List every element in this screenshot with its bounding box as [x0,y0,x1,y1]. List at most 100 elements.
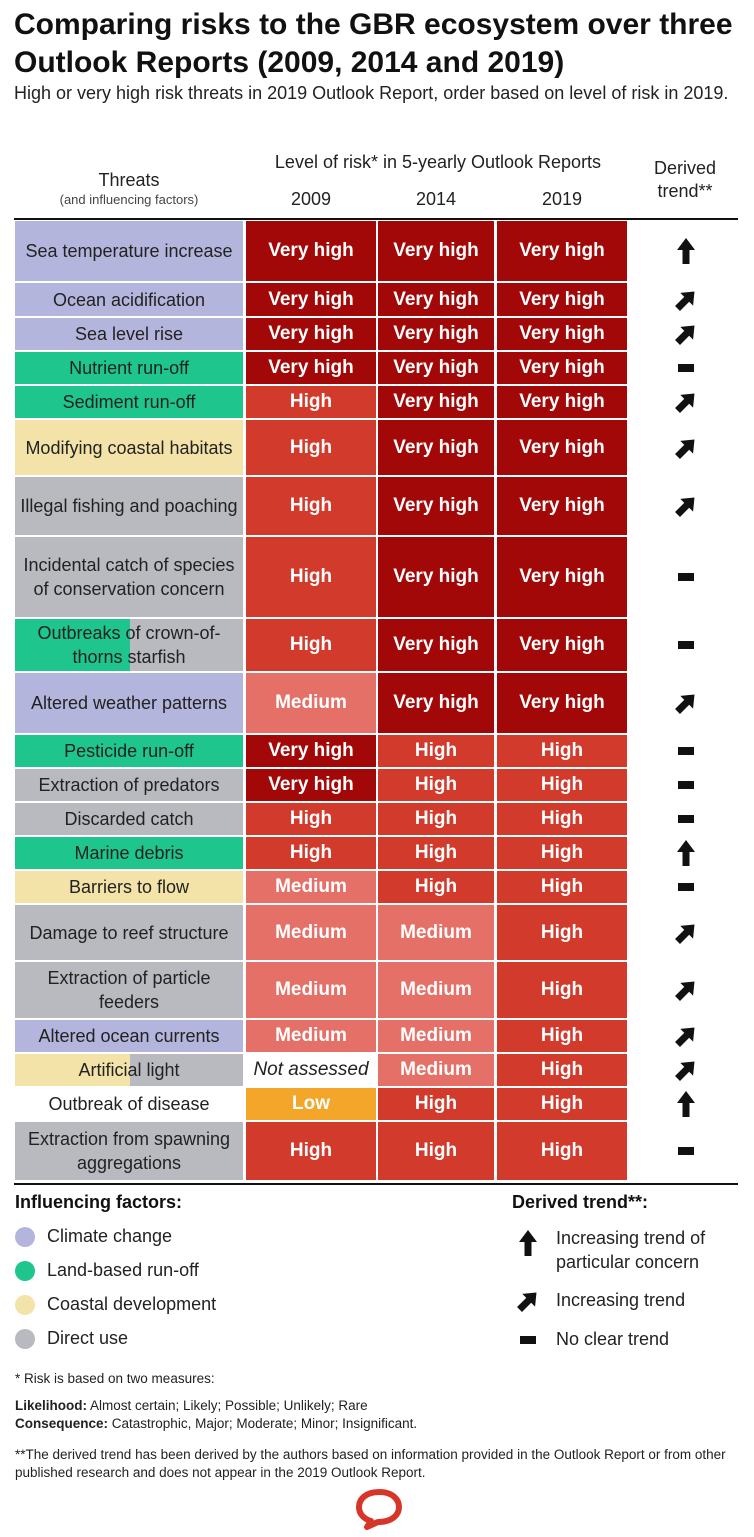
footer-rule [14,1183,738,1185]
risk-cell-2009: High [246,1122,376,1180]
risk-cell-2019: High [497,1054,627,1086]
risk-cell-2014: Medium [378,1020,494,1052]
threat-label: Extraction of particle feeders [15,962,243,1018]
threat-name: Sediment run-off [62,392,196,412]
threat-label: Modifying coastal habitats [15,420,243,475]
risk-cell-2019: High [497,871,627,903]
diagonal-arrow-icon [640,318,732,350]
threats-subheader: (and influencing factors) [59,192,199,207]
risk-cell-2019: High [497,735,627,767]
threat-name: Extraction of particle feeders [47,968,211,1012]
up-arrow-icon [640,1088,732,1120]
factor-legend-item: Coastal development [15,1294,216,1315]
risk-cell-2019: High [497,803,627,835]
table-row: Discarded catch High High High [0,803,754,835]
risk-cell-2019: Very high [497,673,627,733]
dash-icon [640,619,732,671]
risk-cell-2009: High [246,803,376,835]
risk-cell-2009: Medium [246,673,376,733]
table-row: Extraction from spawning aggregations Hig… [0,1122,754,1180]
risk-cell-2014: Medium [378,962,494,1018]
threats-header: Threats [98,170,160,190]
factor-swatch [15,1260,35,1281]
threat-label: Sea temperature increase [15,221,243,281]
table-row: Outbreak of disease Low High High [0,1088,754,1120]
header-rule [14,218,738,220]
level-of-risk-header: Level of risk* in 5-yearly Outlook Repor… [274,152,602,172]
risk-cell-2009: Low [246,1088,376,1120]
threat-name: Nutrient run-off [69,358,189,378]
table-row: Artificial light Not assessed Medium High [0,1054,754,1086]
risk-cell-2014: Very high [378,420,494,475]
table-row: Damage to reef structure Medium Medium High [0,905,754,960]
threat-name: Damage to reef structure [29,922,229,943]
diagonal-arrow-icon [640,420,732,475]
risk-cell-2014: High [378,1088,494,1120]
threat-name: Modifying coastal habitats [25,437,233,458]
threat-name: Extraction from spawning aggregations [27,1129,231,1173]
table-row: Sea level rise Very high Very high Very hig… [0,318,754,350]
diagonal-arrow-icon [640,673,732,733]
threat-label: Nutrient run-off [15,352,243,384]
risk-cell-2009: Very high [246,769,376,801]
diagonal-arrow-icon [640,905,732,960]
threat-label: Artificial light [15,1054,243,1086]
threat-label: Incidental catch of species of conservat… [15,537,243,617]
risk-cell-2009: High [246,420,376,475]
threat-name: Sea level rise [74,324,184,344]
table-row: Altered weather patterns Medium Very high V… [0,673,754,733]
derived-trend-header: Derived trend** [653,158,717,201]
dash-icon [640,352,732,384]
consequence-label: Consequence: [15,1416,109,1431]
dash-icon [640,537,732,617]
factor-legend-label: Climate change [47,1226,173,1246]
factor-legend-item: Climate change [15,1226,172,1247]
diagonal-arrow-icon [640,1020,732,1052]
risk-cell-2019: High [497,769,627,801]
risk-cell-2009: Medium [246,1020,376,1052]
up-arrow-icon [640,221,732,281]
consequence-footnote: Consequence: Catastrophic, Major; Modera… [15,1415,417,1433]
risk-cell-2009: Very high [246,735,376,767]
risk-cell-2009: High [246,386,376,418]
risk-cell-2009: High [246,477,376,535]
year-header-2014: 2014 [415,189,457,209]
table-row: Modifying coastal habitats High Very high V… [0,420,754,475]
dash-icon [515,1327,541,1353]
risk-cell-2009: Medium [246,905,376,960]
table-row: Extraction of predators Very high High High [0,769,754,801]
risk-cell-2009: Medium [246,962,376,1018]
year-header-2019: 2019 [541,189,583,209]
likelihood-text: Almost certain; Likely; Possible; Unlike… [87,1398,368,1413]
dash-icon [640,735,732,767]
the-conversation-logo [356,1489,402,1530]
risk-cell-2009: Very high [246,318,376,350]
risk-cell-2014: Very high [378,673,494,733]
trend-legend-label: No clear trend [556,1329,670,1349]
diagonal-arrow-icon [640,283,732,316]
risk-cell-2014: Medium [378,905,494,960]
threat-label: Ocean acidification [15,283,243,316]
table-row: Extraction of particle feeders Medium Medi… [0,962,754,1018]
risk-cell-2014: Very high [378,386,494,418]
derived-trend-footnote: **The derived trend has been derived by … [15,1447,726,1480]
risk-cell-2009: Very high [246,283,376,316]
threat-label: Discarded catch [15,803,243,835]
risk-cell-2019: Very high [497,619,627,671]
risk-cell-2019: Very high [497,283,627,316]
risk-cell-2014: Very high [378,318,494,350]
threat-name: Discarded catch [64,809,194,829]
table-row: Marine debris High High High [0,837,754,869]
dash-icon [640,803,732,835]
threat-name: Sea temperature increase [25,241,233,261]
threat-label: Outbreaks of crown-of-thorns starfish [15,619,243,671]
threat-label: Altered ocean currents [15,1020,243,1052]
table-row: Sea temperature increase Very high Very hi… [0,221,754,281]
threat-label: Barriers to flow [15,871,243,903]
risk-cell-2009: High [246,619,376,671]
factor-swatch [15,1294,35,1315]
risk-cell-2014: Very high [378,352,494,384]
risk-cell-2019: Very high [497,537,627,617]
threat-name: Altered ocean currents [38,1026,220,1046]
factor-swatch [15,1328,35,1349]
